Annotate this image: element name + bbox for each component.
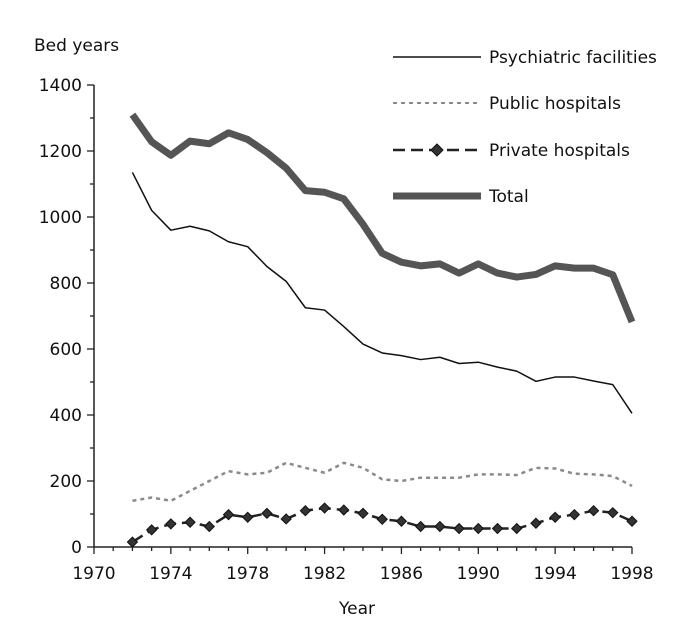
legend-item-public: Public hospitals [393,94,621,114]
data-point-marker [587,504,600,517]
data-point-marker [299,504,312,517]
x-tick-label: 1974 [149,564,192,584]
legend-label-psychiatric: Psychiatric facilities [489,48,657,68]
data-point-marker [184,516,196,528]
x-axis-title: Year [338,599,375,619]
x-tick-label: 1978 [226,564,269,584]
x-tick-label: 1990 [457,564,500,584]
data-point-marker [511,522,523,535]
y-tick-label: 1200 [39,142,82,162]
data-point-marker [453,522,465,535]
y-tick-label: 600 [50,340,82,360]
data-point-marker [414,520,427,533]
data-point-marker [145,524,158,536]
data-point-marker [607,506,619,519]
data-point-marker [472,522,484,535]
y-tick-label: 0 [71,538,82,558]
data-point-marker [126,536,139,548]
data-point-marker [357,507,369,520]
y-tick-label: 800 [50,274,82,294]
y-ticks: 0 200 400 600 800 1000 1200 1400 [39,76,94,558]
data-point-marker [568,508,581,521]
series-line-0 [131,172,633,414]
data-point-marker [318,502,331,514]
legend-item-psychiatric: Psychiatric facilities [393,48,657,68]
data-point-marker [626,515,638,527]
data-point-marker [395,515,408,527]
y-tick-label: 1400 [39,76,82,96]
data-point-marker [203,520,215,533]
x-tick-label: 1998 [610,564,653,584]
x-tick-label: 1986 [380,564,423,584]
data-point-marker [491,522,504,535]
x-ticks: 1970 1974 1978 1982 1986 1990 1994 1998 [72,547,654,584]
series-line-3 [129,112,636,324]
legend: Psychiatric facilities Public hospitals … [393,48,657,207]
x-tick-label: 1970 [72,564,115,584]
legend-label-private: Private hospitals [489,141,630,161]
legend-item-total: Total [393,187,529,207]
legend-label-total: Total [488,187,529,207]
data-point-marker [280,513,292,525]
data-point-marker [530,517,542,529]
data-point-marker [261,507,273,520]
legend-item-private: Private hospitals [393,141,630,161]
legend-marker-private [430,143,444,157]
data-point-marker [165,518,177,530]
data-point-marker [376,513,388,525]
series-group [126,112,638,548]
y-tick-label: 200 [50,472,82,492]
data-point-marker [222,508,235,521]
legend-label-public: Public hospitals [489,94,621,114]
x-tick-label: 1982 [303,564,346,584]
y-axis-title: Bed years [34,36,119,56]
y-tick-label: 1000 [39,208,82,228]
data-point-marker [434,520,446,533]
data-point-marker [242,511,254,524]
x-tick-label: 1994 [534,564,577,584]
y-tick-label: 400 [50,406,82,426]
data-point-marker [549,511,561,524]
series-line-1 [132,461,633,503]
data-point-marker [338,504,350,516]
